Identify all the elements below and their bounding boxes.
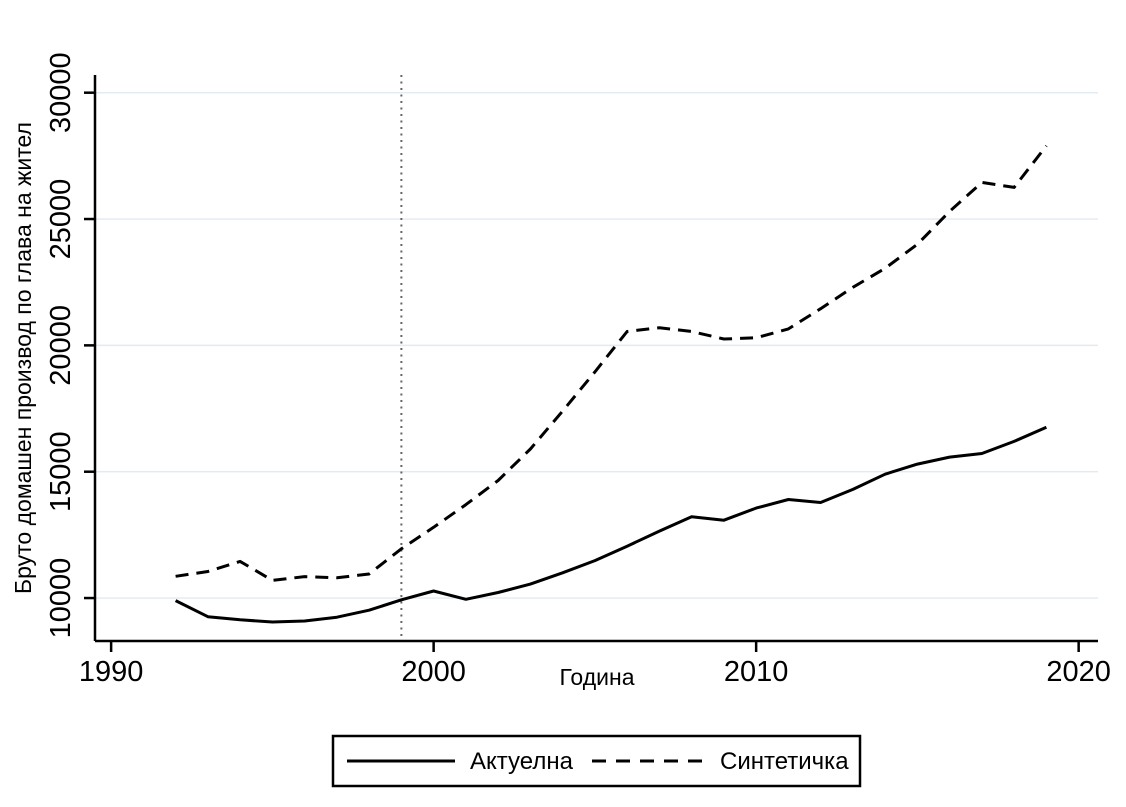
y-tick-label: 10000 — [45, 558, 77, 639]
x-tick-label: 1990 — [79, 656, 144, 688]
y-tick-label: 20000 — [45, 305, 77, 386]
series-line-synthetic — [175, 144, 1048, 582]
x-tick-label: 2020 — [1046, 656, 1111, 688]
legend-label-actual: Актуелна — [470, 748, 574, 775]
gridlines — [95, 91, 1098, 599]
y-tick-label: 25000 — [45, 179, 77, 260]
x-tick-label: 2000 — [401, 656, 466, 688]
x-axis-title: Година — [560, 664, 635, 690]
y-axis-title: Бруто домашен производ по глава на жител — [10, 122, 36, 594]
x-tick-labels: 1990 2000 2010 2020 — [79, 656, 1111, 688]
axes — [84, 75, 1098, 652]
y-tick-marks — [84, 91, 95, 600]
y-tick-label: 15000 — [45, 431, 77, 512]
legend-label-synthetic: Синтетичка — [720, 748, 849, 775]
series-line-actual — [174, 425, 1048, 624]
y-tick-labels: 10000 15000 20000 25000 30000 — [45, 52, 77, 638]
x-tick-label: 2010 — [724, 656, 789, 688]
x-tick-marks — [109, 641, 1080, 652]
y-tick-label: 30000 — [45, 52, 77, 133]
series-lines — [174, 144, 1048, 624]
legend: Актуелна Синтетичка — [331, 734, 862, 788]
